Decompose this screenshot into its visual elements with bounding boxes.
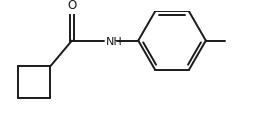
Text: NH: NH <box>106 37 123 47</box>
Text: O: O <box>67 0 77 12</box>
